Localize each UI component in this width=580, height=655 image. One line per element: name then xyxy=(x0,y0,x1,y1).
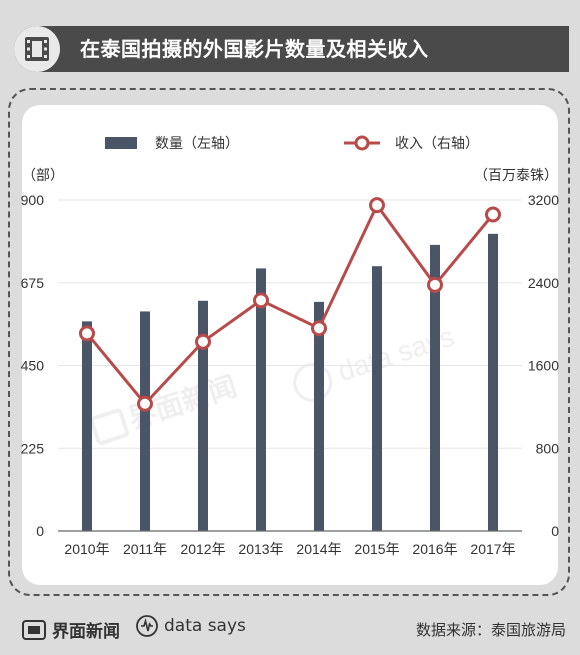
chart-frame xyxy=(8,88,570,596)
right-tick-label: 0 xyxy=(551,523,559,539)
film-icon xyxy=(14,26,60,72)
chart-panel xyxy=(22,105,558,585)
revenue-point-2013年 xyxy=(253,292,269,309)
bar-2016年 xyxy=(430,244,440,531)
data-says-icon xyxy=(136,615,158,637)
left-tick-label: 450 xyxy=(21,358,45,374)
data-source: 数据来源：泰国旅游局 xyxy=(415,621,566,639)
right-tick-label: 3200 xyxy=(528,192,559,208)
revenue-point-2012年 xyxy=(195,333,211,350)
bar-2017年 xyxy=(488,233,498,531)
legend-line-marker xyxy=(354,135,370,151)
bar-2015年 xyxy=(372,266,382,531)
left-axis-label: （部） xyxy=(22,167,64,183)
footer-sub-brand: data says xyxy=(164,616,246,636)
x-tick-label: 2011年 xyxy=(123,541,167,557)
x-tick-label: 2010年 xyxy=(64,541,109,557)
bar-2014年 xyxy=(314,301,324,531)
x-tick-label: 2013年 xyxy=(238,541,283,557)
title-bar: 在泰国拍摄的外国影片数量及相关收入 xyxy=(14,26,569,72)
legend-bar-swatch xyxy=(105,137,137,149)
footer-logo: 界面新闻 xyxy=(22,617,120,642)
bar-2012年 xyxy=(198,300,208,531)
legend-line-label: 收入（右轴） xyxy=(395,135,479,151)
right-tick-label: 2400 xyxy=(528,275,559,291)
bar-2011年 xyxy=(140,311,150,531)
revenue-point-2014年 xyxy=(311,320,327,337)
jiemian-logo-icon xyxy=(22,619,46,640)
bar-2013年 xyxy=(256,268,266,531)
revenue-point-2010年 xyxy=(79,325,95,342)
left-tick-label: 0 xyxy=(36,523,44,539)
x-tick-label: 2015年 xyxy=(354,541,399,557)
left-tick-label: 900 xyxy=(21,192,45,208)
revenue-point-2017年 xyxy=(485,206,501,223)
x-tick-label: 2012年 xyxy=(180,541,225,557)
left-tick-label: 675 xyxy=(21,275,45,291)
right-tick-label: 800 xyxy=(536,440,560,456)
right-tick-label: 1600 xyxy=(528,358,559,374)
chart-title: 在泰国拍摄的外国影片数量及相关收入 xyxy=(80,37,429,61)
revenue-line xyxy=(85,202,495,407)
revenue-point-2015年 xyxy=(369,197,385,214)
left-tick-label: 225 xyxy=(21,440,45,456)
legend-bar-label: 数量（左轴） xyxy=(155,135,239,151)
footer-brand: 界面新闻 xyxy=(52,622,120,642)
footer-datasays: data says xyxy=(136,615,246,637)
x-tick-label: 2016年 xyxy=(412,541,457,557)
x-tick-label: 2017年 xyxy=(470,541,515,557)
right-axis-label: （百万泰铢） xyxy=(474,167,558,183)
revenue-point-2016年 xyxy=(427,276,443,293)
revenue-point-2011年 xyxy=(137,395,153,412)
x-tick-label: 2014年 xyxy=(296,541,341,557)
bar-2010年 xyxy=(82,321,92,531)
